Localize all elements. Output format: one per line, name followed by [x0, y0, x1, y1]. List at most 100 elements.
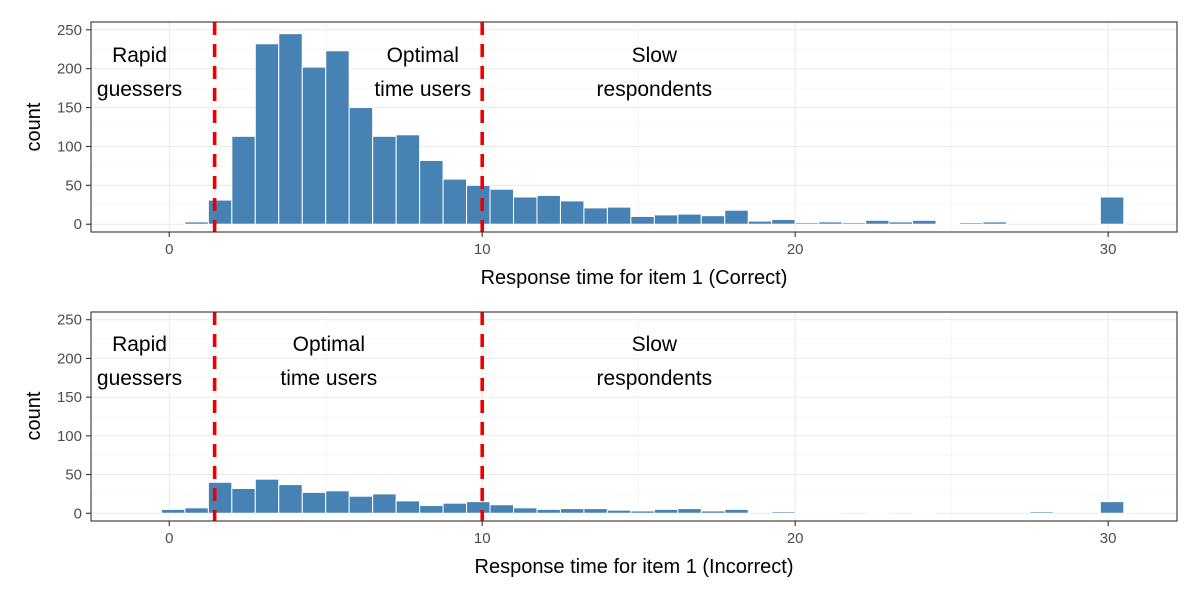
y-tick-label: 200	[57, 350, 82, 367]
y-tick-label: 100	[57, 428, 82, 445]
histogram-bar	[301, 491, 327, 514]
y-tick-label: 100	[57, 138, 82, 155]
histogram-bar	[982, 221, 1007, 225]
histogram-bar	[559, 508, 585, 514]
histogram-bar	[348, 107, 374, 225]
histogram-bar	[160, 508, 186, 514]
histogram-bar	[325, 490, 350, 514]
y-tick-label: 50	[65, 177, 82, 194]
histogram-bar	[583, 207, 608, 225]
histogram-bar	[677, 213, 702, 225]
x-tick-label: 20	[787, 530, 804, 547]
histogram-bar	[841, 222, 867, 225]
histogram-bar	[653, 214, 679, 225]
x-tick-label: 30	[1100, 530, 1117, 547]
y-tick-label: 50	[65, 467, 82, 484]
histogram-bar	[1099, 196, 1125, 225]
histogram-bar	[301, 66, 327, 225]
region-annotation: Slow	[632, 44, 678, 67]
histogram-bar	[935, 222, 960, 225]
y-axis-title: count	[23, 391, 45, 440]
histogram-bar	[489, 188, 515, 225]
region-annotation: guessers	[97, 367, 182, 390]
histogram-bar	[818, 221, 843, 225]
histogram-bar	[700, 510, 726, 514]
histogram-bar	[207, 481, 233, 514]
histogram-correct: Rapid guessers Optimal time users Slow respon…	[23, 21, 1178, 289]
region-annotation: guessers	[97, 78, 182, 101]
panel-border	[90, 311, 1178, 522]
histogram-bar	[254, 478, 280, 514]
region-annotation: respondents	[597, 367, 713, 390]
histogram-bar	[888, 221, 914, 225]
histogram-bar	[207, 199, 233, 225]
histogram-bar	[865, 219, 890, 225]
y-axis-title: count	[23, 102, 45, 151]
histogram-bar	[794, 222, 820, 225]
histogram-bar	[254, 43, 280, 225]
histogram-bar	[231, 487, 256, 514]
region-annotation: Slow	[632, 333, 678, 356]
histogram-bar	[325, 50, 350, 225]
histogram-bar	[536, 194, 561, 225]
x-tick-label: 30	[1100, 241, 1117, 258]
y-tick-label: 200	[57, 61, 82, 78]
region-annotation: respondents	[597, 78, 713, 101]
x-axis-title: Response time for item 1 (Correct)	[481, 267, 788, 289]
histogram-bar	[606, 206, 632, 225]
histogram-bar	[606, 509, 632, 514]
histogram-bar	[442, 178, 468, 225]
histogram-bar	[677, 508, 702, 514]
histogram-bar	[794, 511, 820, 514]
histogram-bar	[184, 507, 209, 514]
x-tick-label: 10	[474, 241, 491, 258]
histogram-bar	[583, 508, 608, 514]
x-tick-label: 0	[165, 530, 173, 547]
y-tick-label: 0	[74, 505, 82, 522]
region-annotation: Rapid	[112, 44, 167, 67]
histogram-bar	[419, 505, 444, 514]
histogram-bar	[419, 159, 444, 225]
histogram-bar	[395, 500, 421, 514]
histogram-bar	[395, 134, 421, 225]
histogram-bar	[865, 511, 890, 514]
histogram-bar	[771, 219, 796, 225]
histogram-bar	[700, 215, 726, 225]
histogram-bar	[958, 222, 984, 225]
histogram-bar	[231, 135, 256, 225]
region-annotation: Optimal	[293, 333, 365, 356]
y-tick-label: 0	[74, 216, 82, 233]
histogram-bar	[278, 484, 303, 514]
y-tick-label: 150	[57, 389, 82, 406]
x-tick-label: 10	[474, 530, 491, 547]
x-tick-label: 20	[787, 241, 804, 258]
y-tick-label: 150	[57, 100, 82, 117]
region-annotation: Optimal	[387, 44, 459, 67]
histogram-bar	[818, 511, 843, 514]
histogram-bar	[278, 33, 303, 225]
histogram-bar	[536, 508, 561, 514]
histogram-bar	[747, 220, 773, 225]
region-annotation: Rapid	[112, 333, 167, 356]
histogram-bar	[724, 508, 749, 514]
histogram-bar	[653, 508, 679, 514]
x-tick-label: 0	[165, 241, 173, 258]
histogram-bar	[442, 502, 468, 514]
histogram-bar	[1099, 501, 1125, 514]
histogram-bar	[466, 501, 491, 514]
histogram-bar	[348, 495, 374, 514]
histogram-incorrect: Rapid guessers Optimal time users Slow respon…	[23, 311, 1178, 578]
histogram-bar	[466, 184, 491, 225]
histogram-bar	[724, 209, 749, 225]
histogram-bar	[912, 511, 937, 514]
histogram-bar	[630, 510, 655, 514]
histogram-bar	[513, 196, 538, 225]
histogram-bar	[1029, 511, 1054, 514]
panel-border	[90, 21, 1178, 233]
histogram-bar	[489, 504, 515, 514]
region-annotation: time users	[280, 367, 377, 390]
histogram-bar	[771, 511, 796, 514]
histogram-bar	[559, 200, 585, 225]
region-annotation: time users	[374, 78, 471, 101]
